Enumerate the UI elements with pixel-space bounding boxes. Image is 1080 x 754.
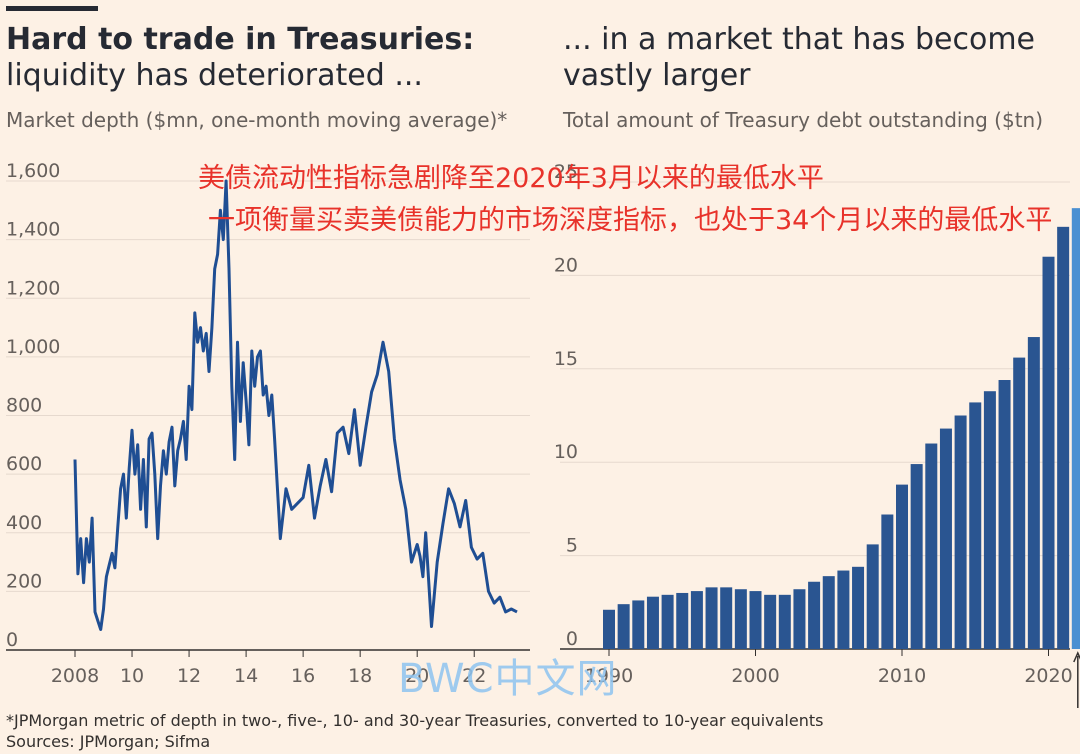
right-chart-subtitle: Total amount of Treasury debt outstandin… [563,108,1044,132]
x-tick-label: 18 [348,665,372,687]
x-tick-label: 20 [405,665,429,687]
left-title-bold: Hard to trade in Treasuries: [6,22,475,57]
x-tick-label: 22 [462,665,486,687]
latest-bar-arrowhead [1073,651,1080,663]
x-tick-label: 12 [177,665,201,687]
y-tick-label: 5 [566,535,578,557]
treasury-debt-bar-chart: 0 5 10 15 20 25 1990 2000 2010 2020 [554,161,1080,708]
debt-bar [896,484,908,649]
debt-bar [778,594,791,649]
y-tick-label: 200 [6,570,42,592]
y-tick-label: 20 [554,254,578,276]
y-tick-label: 1,600 [6,160,60,182]
debt-bar [690,591,703,649]
debt-bar [998,380,1011,649]
x-tick-label: 2020 [1024,665,1072,687]
watermark: BWC中文网 [398,656,618,702]
y-tick-label: 400 [6,512,42,534]
x-tick-label: 10 [120,665,144,687]
y-tick-label: 800 [6,395,42,417]
overlay-caption-2: 一项衡量买卖美债能力的市场深度指标，也处于34个月以来的最低水平 [208,205,1053,236]
debt-bar [661,594,674,649]
market-depth-series-line [73,179,518,631]
left-chart-subtitle: Market depth ($mn, one-month moving aver… [6,108,508,132]
debt-bar [837,570,850,649]
debt-bar [603,609,615,649]
footnote: *JPMorgan metric of depth in two-, five-… [6,711,824,730]
y-tick-label: 0 [566,628,578,650]
top-accent-bar [6,6,98,11]
debt-bar [822,576,835,649]
x-tick-label: 2010 [878,665,926,687]
y-tick-label: 0 [6,629,18,651]
debt-bar [1013,357,1026,649]
debt-bar [793,589,806,649]
debt-bar [852,566,865,649]
y-tick-label: 25 [554,161,578,183]
debt-bar [910,464,923,649]
debt-bar [632,600,645,649]
x-tick-label: 2000 [731,665,779,687]
right-chart-title: ... in a market that has become vastly l… [563,22,1036,93]
sources-note: Sources: JPMorgan; Sifma [6,732,211,751]
x-tick-label: 2008 [51,665,99,687]
debt-bar [646,596,659,649]
debt-bar [1057,226,1070,649]
y-tick-label: 600 [6,453,42,475]
debt-bar [925,443,938,649]
y-tick-label: 1,000 [6,336,60,358]
market-depth-line-chart: 0 200 400 600 800 1,000 1,200 1,400 1,600 2008 10 1… [6,160,530,687]
debt-bar [881,514,894,649]
y-tick-label: 15 [554,348,578,370]
y-tick-label: 1,400 [6,219,60,241]
debt-bar [617,604,630,649]
debt-bar [808,581,821,649]
y-tick-label: 10 [554,441,578,463]
debt-bar [720,587,733,649]
debt-bar [1042,256,1055,649]
debt-bar [939,428,952,649]
debt-bar [969,402,982,649]
left-title-rest: liquidity has deteriorated ... [6,58,423,93]
debt-bar [764,594,777,649]
debt-bar [1071,208,1080,650]
y-tick-label: 1,200 [6,277,60,299]
x-tick-label: 16 [291,665,315,687]
debt-bar [705,587,718,649]
x-tick-label: 14 [234,665,258,687]
left-chart-title: Hard to trade in Treasuries: liquidity h… [6,22,546,94]
debt-bar [1027,337,1040,649]
debt-bar [676,592,689,649]
debt-bar [954,415,967,649]
debt-bar [734,589,747,649]
debt-bar [749,591,762,649]
x-tick-label: 1990 [585,665,633,687]
debt-bar [866,544,879,649]
debt-bar [983,391,996,649]
overlay-caption-1: 美债流动性指标急剧降至2020年3月以来的最低水平 [198,163,824,194]
